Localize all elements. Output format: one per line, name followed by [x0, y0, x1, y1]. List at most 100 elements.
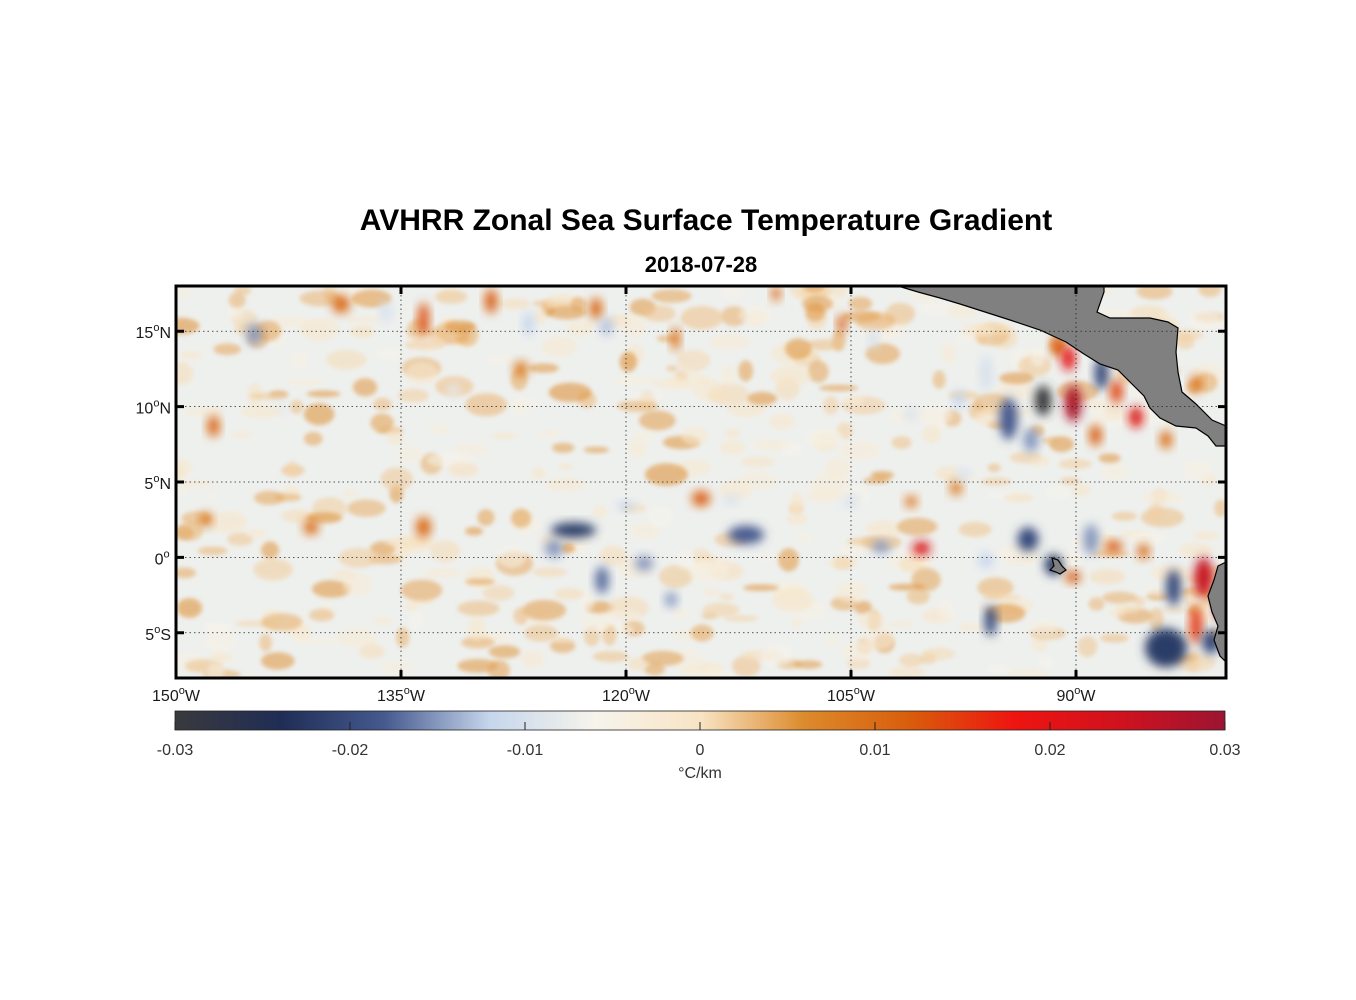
gradient-feature — [380, 301, 392, 323]
gradient-feature — [723, 495, 739, 505]
texture-speckle — [600, 610, 642, 621]
texture-speckle — [406, 362, 438, 386]
texture-speckle — [825, 635, 840, 647]
texture-speckle — [738, 305, 773, 324]
texture-speckle — [303, 403, 335, 426]
texture-speckle — [351, 289, 392, 308]
texture-speckle — [558, 463, 574, 470]
texture-speckle — [922, 647, 956, 661]
texture-speckle — [725, 428, 741, 438]
texture-speckle — [253, 558, 294, 581]
texture-speckle — [465, 567, 495, 589]
texture-speckle — [627, 436, 648, 460]
texture-speckle — [602, 624, 617, 646]
texture-speckle — [897, 517, 938, 536]
texture-speckle — [642, 305, 676, 322]
gradient-feature — [903, 406, 919, 422]
texture-speckle — [848, 296, 873, 311]
gradient-feature — [728, 525, 764, 544]
texture-speckle — [261, 652, 295, 670]
texture-speckle — [396, 627, 410, 648]
texture-speckle — [630, 522, 661, 540]
texture-speckle — [844, 394, 864, 408]
texture-speckle — [957, 622, 985, 632]
gradient-feature — [978, 552, 994, 568]
gradient-feature — [872, 540, 890, 553]
texture-speckle — [760, 644, 793, 667]
texture-speckle — [579, 592, 595, 612]
texture-speckle — [638, 410, 676, 431]
texture-speckle — [940, 343, 957, 364]
texture-speckle — [273, 493, 302, 502]
gradient-feature — [980, 355, 992, 392]
gradient-feature — [1017, 527, 1039, 552]
texture-speckle — [259, 633, 273, 652]
texture-speckle — [486, 354, 515, 365]
texture-speckle — [628, 391, 665, 401]
texture-speckle — [209, 511, 248, 533]
colorbar-tick-label: -0.02 — [332, 742, 369, 759]
texture-speckle — [465, 578, 496, 585]
texture-speckle — [960, 323, 992, 338]
gradient-feature — [1089, 424, 1102, 446]
texture-speckle — [522, 599, 567, 621]
texture-speckle — [990, 548, 1018, 559]
texture-speckle — [1192, 531, 1220, 540]
texture-speckle — [1077, 636, 1098, 657]
lon-tick-label: 120oW — [602, 685, 651, 705]
gradient-feature — [1110, 379, 1123, 404]
texture-speckle — [690, 624, 714, 642]
texture-speckle — [982, 593, 1022, 601]
gradient-feature — [207, 415, 220, 437]
texture-speckle — [176, 479, 214, 487]
texture-speckle — [1136, 286, 1173, 300]
texture-speckle — [545, 477, 585, 492]
texture-speckle — [538, 429, 561, 438]
texture-speckle — [570, 297, 587, 312]
texture-speckle — [1058, 458, 1092, 470]
texture-speckle — [465, 393, 508, 417]
texture-speckle — [721, 286, 745, 300]
texture-speckle — [372, 616, 394, 626]
gradient-feature — [984, 605, 997, 636]
texture-speckle — [828, 286, 849, 299]
texture-speckle — [477, 509, 495, 526]
texture-speckle — [768, 413, 795, 430]
texture-speckle — [917, 301, 957, 316]
texture-speckle — [785, 338, 812, 360]
texture-speckle — [488, 645, 521, 659]
lat-tick-label: 5oS — [145, 624, 171, 644]
gradient-feature — [671, 326, 680, 351]
texture-speckle — [627, 657, 648, 671]
texture-speckle — [1101, 403, 1126, 421]
texture-speckle — [1007, 668, 1051, 678]
texture-speckle — [325, 349, 367, 370]
texture-speckle — [1030, 455, 1050, 467]
texture-speckle — [1198, 286, 1222, 298]
texture-speckle — [809, 473, 850, 496]
texture-speckle — [176, 287, 192, 299]
texture-speckle — [380, 659, 413, 676]
texture-speckle — [719, 593, 735, 601]
texture-speckle — [468, 616, 486, 641]
texture-speckle — [899, 556, 925, 573]
texture-speckle — [681, 426, 709, 446]
sst-gradient-field — [200, 286, 1226, 668]
gradient-feature — [1023, 427, 1039, 452]
texture-speckle — [385, 536, 429, 549]
texture-speckle — [789, 492, 805, 515]
texture-speckle — [176, 457, 193, 478]
texture-speckle — [644, 663, 665, 676]
texture-speckle — [406, 332, 446, 352]
texture-speckle — [254, 490, 285, 505]
texture-speckle — [409, 608, 423, 631]
texture-speckle — [345, 316, 382, 324]
texture-speckle — [375, 348, 403, 361]
texture-speckle — [1089, 550, 1131, 557]
texture-speckle — [531, 467, 546, 480]
texture-speckle — [793, 533, 814, 543]
texture-speckle — [201, 641, 223, 649]
gradient-feature — [1065, 571, 1081, 583]
gradient-feature — [665, 592, 677, 608]
texture-speckle — [289, 399, 304, 414]
